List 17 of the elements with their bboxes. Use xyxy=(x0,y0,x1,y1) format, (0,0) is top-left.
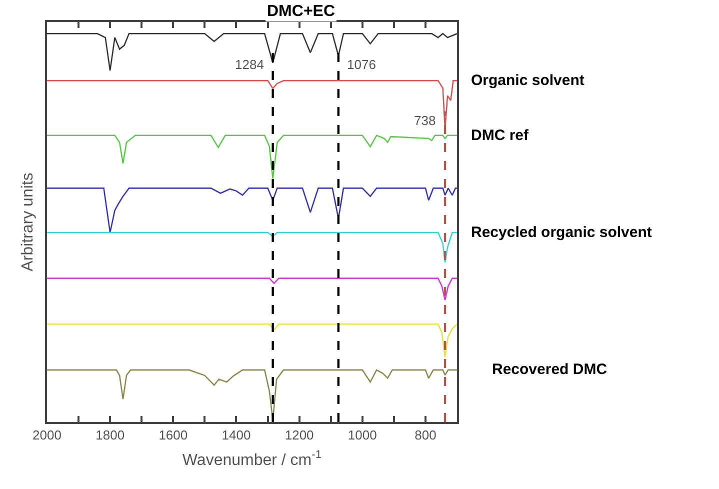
ref-line-label: 1284 xyxy=(235,57,264,72)
x-tick-label: 1600 xyxy=(158,428,188,443)
x-tick-label: 1400 xyxy=(222,428,251,443)
x-tick-label: 1800 xyxy=(96,428,125,443)
series-label: Recycled organic solvent xyxy=(471,224,652,241)
x-tick-label: 1000 xyxy=(348,428,377,443)
series-label: DMC ref xyxy=(471,127,530,144)
series-label: Organic solvent xyxy=(471,72,584,89)
ref-line-label: 738 xyxy=(414,113,436,128)
series-label: DMC+EC xyxy=(267,3,336,20)
x-tick-label: 2000 xyxy=(32,428,62,443)
y-axis-title: Arbitrary units xyxy=(19,172,36,272)
x-tick-label: 1200 xyxy=(284,428,314,443)
text: Recovered DMC xyxy=(492,361,608,378)
x-tick-label: 800 xyxy=(414,428,436,443)
x-axis-title: Wavenumber / cm$^{-1}$ xyxy=(182,449,322,469)
ref-line-label: 1076 xyxy=(347,57,376,72)
